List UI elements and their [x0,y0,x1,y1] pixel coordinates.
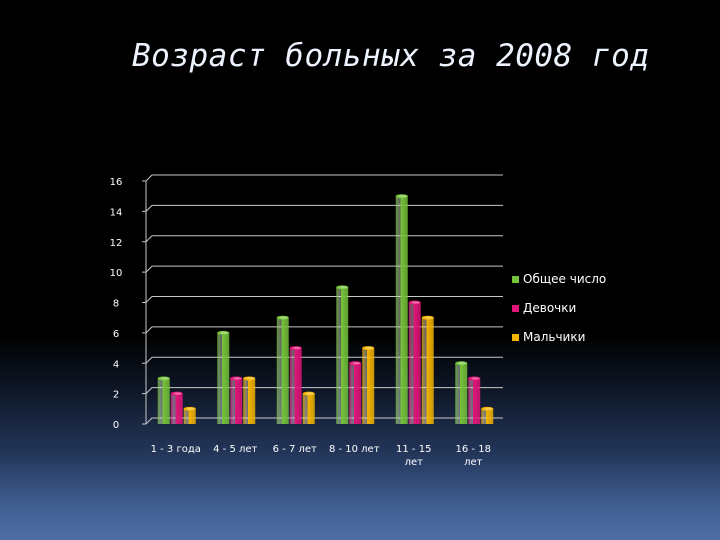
bar [170,391,183,424]
bar [276,315,289,424]
y-tick-label: 2 [113,390,119,401]
bar [157,376,170,424]
gridlines [145,174,503,425]
legend-swatch [512,334,519,341]
gridline [145,387,503,394]
gridline [145,174,503,182]
bar [289,346,302,424]
bar [349,361,362,424]
y-tick-label: 0 [113,420,119,431]
x-category-label: 16 - 18 лет [456,444,491,468]
bar [243,376,256,424]
x-category-label: 4 - 5 лет [213,444,257,455]
legend-item: Общее число [512,272,606,286]
legend-label: Девочки [523,301,576,315]
legend: Общее число Девочки Мальчики [512,272,606,344]
bars [157,194,494,424]
y-tick-label: 6 [113,329,119,340]
bar [230,376,243,424]
y-tick-label: 12 [110,238,123,249]
legend-item: Девочки [512,301,576,315]
gridline [145,296,503,303]
y-tick-label: 10 [110,268,123,279]
bar [183,406,196,424]
gridline [145,356,503,364]
legend-swatch [512,305,519,312]
y-axis: 0 2 4 6 8 10 12 14 16 [110,177,147,431]
legend-swatch [512,276,519,283]
bar [217,330,230,424]
gridline [145,417,503,425]
bar [302,391,315,424]
bar [362,346,375,424]
legend-item: Мальчики [512,330,585,344]
x-category-label: 1 - 3 года [151,444,201,455]
y-tick-label: 4 [113,359,119,370]
y-tick-label: 8 [113,299,119,310]
gridline [145,204,503,212]
bar [336,285,349,424]
legend-label: Общее число [523,272,606,286]
legend-label: Мальчики [523,330,585,344]
gridline [145,235,503,243]
x-category-label: 8 - 10 лет [329,444,380,455]
bar [395,194,408,424]
x-category-label: 11 - 15 лет [396,444,431,468]
bar [408,300,421,424]
y-tick-label: 14 [110,207,123,218]
bar [481,406,494,424]
bar [468,376,481,424]
bar [421,315,434,424]
x-axis-labels: 1 - 3 года 4 - 5 лет 6 - 7 лет 8 - 10 лет 11… [151,444,491,468]
slide-title: Возраст больных за 2008 год [132,38,650,74]
gridline [145,326,503,334]
x-category-label: 6 - 7 лет [273,444,317,455]
bar [455,361,468,424]
y-tick-label: 16 [110,177,123,188]
gridline [145,265,503,273]
